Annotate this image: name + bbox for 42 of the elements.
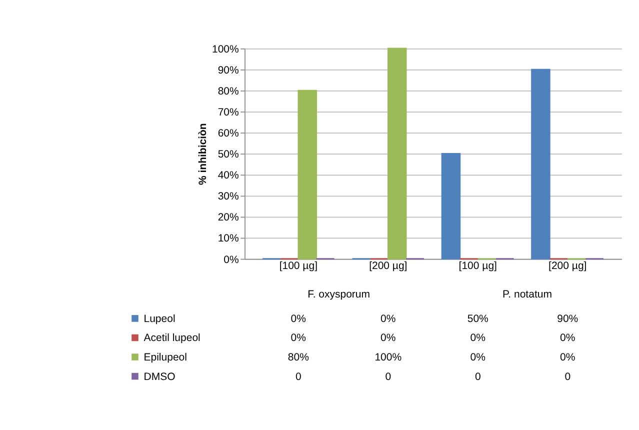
data-label: 0% <box>470 332 486 344</box>
x-tick-label: [200 µg] <box>369 260 408 272</box>
x-tick-label: [100 µg] <box>279 260 318 272</box>
y-tick-label: 20% <box>218 212 239 224</box>
y-tick-label: 40% <box>218 170 239 182</box>
data-label: 0% <box>290 332 306 344</box>
legend-label: DMSO <box>144 370 176 383</box>
data-label: 0% <box>290 312 306 325</box>
data-label: 0 <box>385 370 392 383</box>
text: F. oxysporum <box>308 288 370 300</box>
y-tick-label: 70% <box>218 106 239 119</box>
data-label: 0% <box>470 352 486 364</box>
text: P. notatum <box>502 288 552 300</box>
data-label: 0% <box>560 332 576 344</box>
legend-label: Acetil lupeol <box>144 332 200 344</box>
y-tick-label: 80% <box>218 85 239 98</box>
data-label: 80% <box>288 352 309 364</box>
data-label: 0 <box>295 370 302 383</box>
bar <box>387 48 407 260</box>
data-label: 0% <box>380 332 396 344</box>
data-label: 100% <box>374 352 402 364</box>
data-label: 0 <box>564 370 571 383</box>
y-tick-label: 90% <box>218 64 239 76</box>
x-tick-label: [100 µg] <box>458 260 498 272</box>
data-label: 0 <box>474 370 481 383</box>
bar <box>298 90 318 260</box>
y-axis-title: % inhibiciòn <box>196 123 209 186</box>
y-tick-label: 30% <box>218 190 239 203</box>
data-label: 50% <box>467 312 488 325</box>
legend-label: Lupeol <box>144 312 176 325</box>
y-tick-label: 60% <box>218 128 239 140</box>
bar <box>441 152 461 260</box>
y-tick-label: 10% <box>218 232 239 245</box>
y-tick-label: 100% <box>212 43 239 56</box>
legend-label: Epilupeol <box>144 352 187 364</box>
bar <box>531 68 550 260</box>
data-label: 0% <box>560 352 576 364</box>
data-label: 90% <box>557 312 578 325</box>
data-label: 0% <box>380 312 396 325</box>
x-tick-label: [200 µg] <box>548 260 587 272</box>
y-tick-label: 0% <box>224 254 239 266</box>
y-tick-label: 50% <box>218 148 239 161</box>
